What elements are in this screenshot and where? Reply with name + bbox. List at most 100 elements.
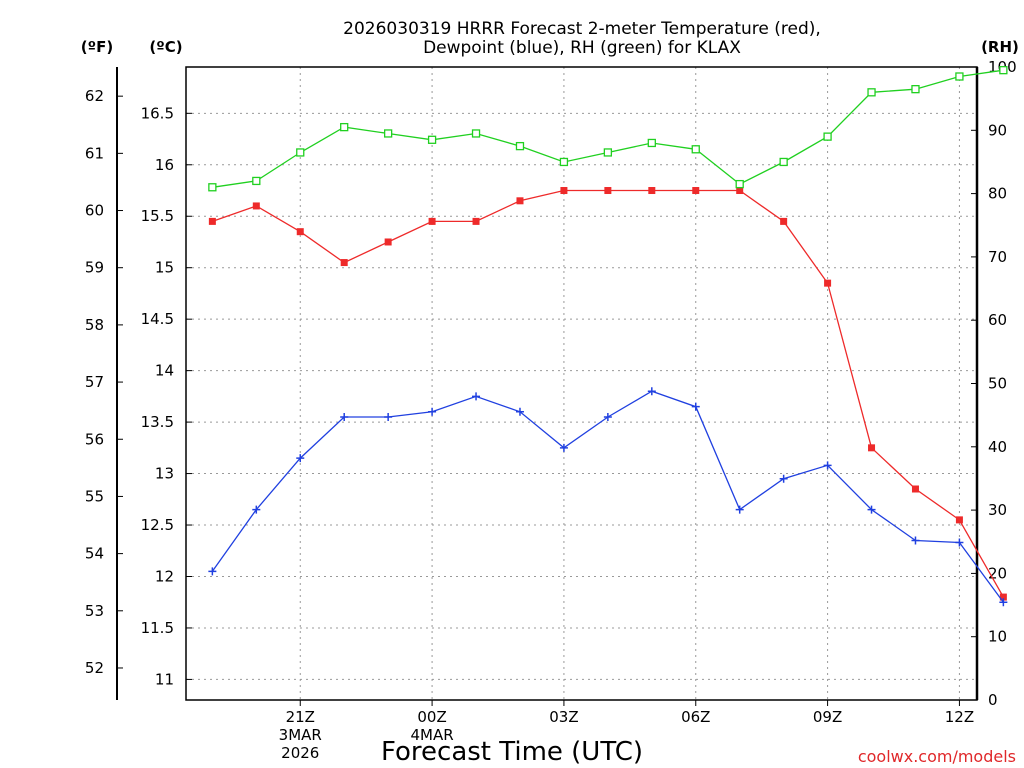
temperature-point bbox=[868, 444, 876, 452]
celsius-tick-label: 15.5 bbox=[141, 207, 174, 225]
dewpoint-point bbox=[867, 505, 876, 514]
fahrenheit-unit-label: (ºF) bbox=[81, 38, 113, 56]
fahrenheit-tick-label: 56 bbox=[85, 430, 104, 448]
rh-point bbox=[955, 72, 964, 81]
watermark: coolwx.com/models bbox=[858, 747, 1016, 766]
date-label: 4MAR bbox=[411, 726, 454, 744]
celsius-tick-label: 14.5 bbox=[141, 310, 174, 328]
rh-point bbox=[252, 176, 261, 186]
rh-point bbox=[911, 85, 920, 94]
dewpoint-point bbox=[515, 407, 524, 416]
chart-title-line-1: 2026030319 HRRR Forecast 2-meter Tempera… bbox=[343, 19, 821, 39]
celsius-tick-label: 14 bbox=[155, 362, 174, 380]
celsius-tick-label: 16 bbox=[155, 156, 174, 174]
dewpoint-point bbox=[603, 412, 612, 421]
temperature-point bbox=[692, 187, 700, 195]
dewpoint-point bbox=[559, 443, 568, 452]
fahrenheit-tick-label: 60 bbox=[85, 202, 104, 220]
rh-point bbox=[559, 157, 569, 167]
celsius-tick-label: 11 bbox=[155, 670, 174, 688]
fahrenheit-tick-label: 57 bbox=[85, 373, 104, 391]
temperature-point bbox=[340, 259, 348, 267]
rh-point bbox=[296, 148, 305, 157]
chart-title-line-2: Dewpoint (blue), RH (green) for KLAX bbox=[423, 38, 741, 58]
temperature-point bbox=[428, 217, 436, 225]
temperature-point bbox=[780, 217, 788, 225]
celsius-tick-label: 13 bbox=[155, 465, 174, 483]
rh-tick-label: 0 bbox=[988, 691, 998, 709]
fahrenheit-tick-label: 53 bbox=[85, 602, 104, 620]
data-series bbox=[208, 66, 1008, 607]
x-tick-label: 06Z bbox=[681, 708, 710, 726]
celsius-tick-label: 13.5 bbox=[141, 413, 174, 431]
fahrenheit-tick-label: 54 bbox=[85, 545, 104, 563]
rh-point bbox=[383, 129, 393, 138]
rh-tick-label: 70 bbox=[988, 248, 1007, 266]
rh-point bbox=[999, 66, 1008, 75]
rh-tick-label: 20 bbox=[988, 564, 1007, 582]
dewpoint-point bbox=[340, 412, 349, 421]
temperature-point bbox=[384, 238, 392, 246]
rh-tick-label: 30 bbox=[988, 501, 1007, 519]
celsius-tick-label: 15 bbox=[155, 259, 174, 277]
dewpoint-point bbox=[911, 536, 920, 545]
temperature-point bbox=[648, 187, 656, 195]
dewpoint-point bbox=[999, 598, 1008, 607]
celsius-tick-label: 12.5 bbox=[141, 516, 174, 534]
fahrenheit-tick-label: 62 bbox=[85, 87, 104, 105]
dewpoint-line bbox=[211, 390, 1004, 603]
rh-tick-label: 10 bbox=[988, 628, 1007, 646]
x-tick-label: 03Z bbox=[549, 708, 578, 726]
axes bbox=[116, 66, 979, 706]
x-axis-label: Forecast Time (UTC) bbox=[381, 737, 643, 767]
celsius-tick-label: 16.5 bbox=[141, 104, 174, 122]
dewpoint-point bbox=[779, 474, 788, 483]
temperature-point bbox=[472, 217, 480, 225]
x-tick-label: 12Z bbox=[945, 708, 974, 726]
temperature-point bbox=[296, 228, 304, 236]
rh-point bbox=[647, 138, 656, 148]
x-tick-label: 09Z bbox=[813, 708, 842, 726]
rh-point bbox=[603, 148, 613, 157]
rh-tick-label: 90 bbox=[988, 121, 1007, 139]
rh-line bbox=[212, 69, 1004, 188]
dewpoint-point bbox=[252, 505, 261, 514]
rh-point bbox=[867, 88, 876, 97]
dewpoint-point bbox=[955, 538, 964, 547]
date-label: 2026 bbox=[281, 744, 319, 762]
dewpoint-point bbox=[472, 392, 481, 401]
rh-point bbox=[823, 132, 832, 141]
celsius-tick-label: 12 bbox=[155, 567, 174, 585]
dewpoint-point bbox=[428, 407, 437, 416]
temperature-point bbox=[252, 202, 260, 210]
rh-point bbox=[340, 122, 349, 132]
temperature-point bbox=[911, 485, 919, 493]
dewpoint-point bbox=[296, 454, 305, 463]
rh-point bbox=[515, 141, 525, 151]
fahrenheit-tick-label: 55 bbox=[85, 487, 104, 505]
dewpoint-point bbox=[647, 387, 656, 396]
dewpoint-point bbox=[208, 567, 217, 576]
rh-point bbox=[735, 179, 744, 189]
rh-point bbox=[691, 145, 700, 154]
fahrenheit-tick-label: 52 bbox=[85, 659, 104, 677]
fahrenheit-tick-label: 58 bbox=[85, 316, 104, 334]
temperature-point bbox=[516, 197, 524, 205]
rh-tick-label: 60 bbox=[988, 311, 1007, 329]
celsius-unit-label: (ºC) bbox=[149, 38, 182, 56]
date-label: 3MAR bbox=[279, 726, 322, 744]
temperature-point bbox=[999, 593, 1007, 601]
temperature-point bbox=[208, 217, 216, 225]
dewpoint-point bbox=[735, 505, 744, 514]
celsius-tick-label: 11.5 bbox=[141, 619, 174, 637]
rh-tick-label: 50 bbox=[988, 375, 1007, 393]
rh-point bbox=[427, 135, 437, 144]
rh-unit-label: (RH) bbox=[981, 38, 1019, 56]
dewpoint-point bbox=[384, 412, 393, 421]
rh-tick-label: 40 bbox=[988, 438, 1007, 456]
dewpoint-point bbox=[823, 461, 832, 470]
fahrenheit-tick-label: 59 bbox=[85, 259, 104, 277]
rh-point bbox=[471, 129, 481, 138]
